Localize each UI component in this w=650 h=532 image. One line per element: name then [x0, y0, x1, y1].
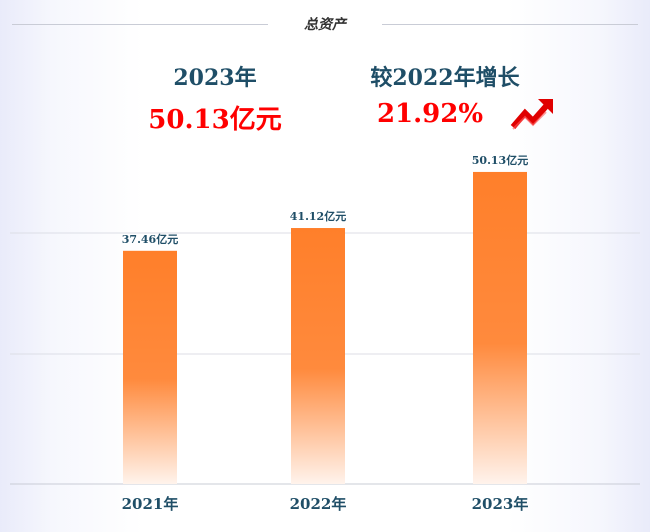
bar-2 — [291, 228, 345, 484]
data-label-1: 37.46亿元 — [122, 232, 178, 246]
header-line-right — [382, 24, 638, 25]
header-line-left — [12, 24, 268, 25]
total-assets-value: 50.13亿元 — [148, 105, 282, 135]
x-tick-label-1: 2021年 — [122, 495, 179, 513]
data-label-3: 50.13亿元 — [472, 153, 528, 167]
chart-title: 总资产 — [304, 17, 346, 33]
bar-3 — [473, 171, 527, 485]
year-label: 2023年 — [173, 65, 257, 91]
growth-value: 21.92% — [376, 99, 484, 129]
bar-1 — [123, 250, 177, 484]
growth-label: 较2022年增长 — [370, 65, 520, 91]
data-label-2: 41.12亿元 — [290, 209, 346, 223]
trend-up-arrow-icon — [510, 99, 553, 130]
x-tick-label-3: 2023年 — [472, 495, 529, 513]
x-tick-label-2: 2022年 — [290, 495, 347, 513]
